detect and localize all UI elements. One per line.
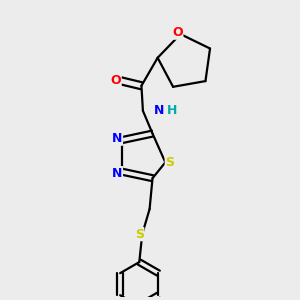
Text: O: O — [172, 26, 183, 39]
Text: S: S — [165, 156, 174, 169]
Text: N: N — [154, 104, 164, 117]
Text: H: H — [167, 104, 178, 117]
Text: N: N — [112, 132, 122, 145]
Text: S: S — [135, 228, 144, 241]
Text: N: N — [112, 167, 122, 180]
Text: O: O — [110, 74, 121, 87]
